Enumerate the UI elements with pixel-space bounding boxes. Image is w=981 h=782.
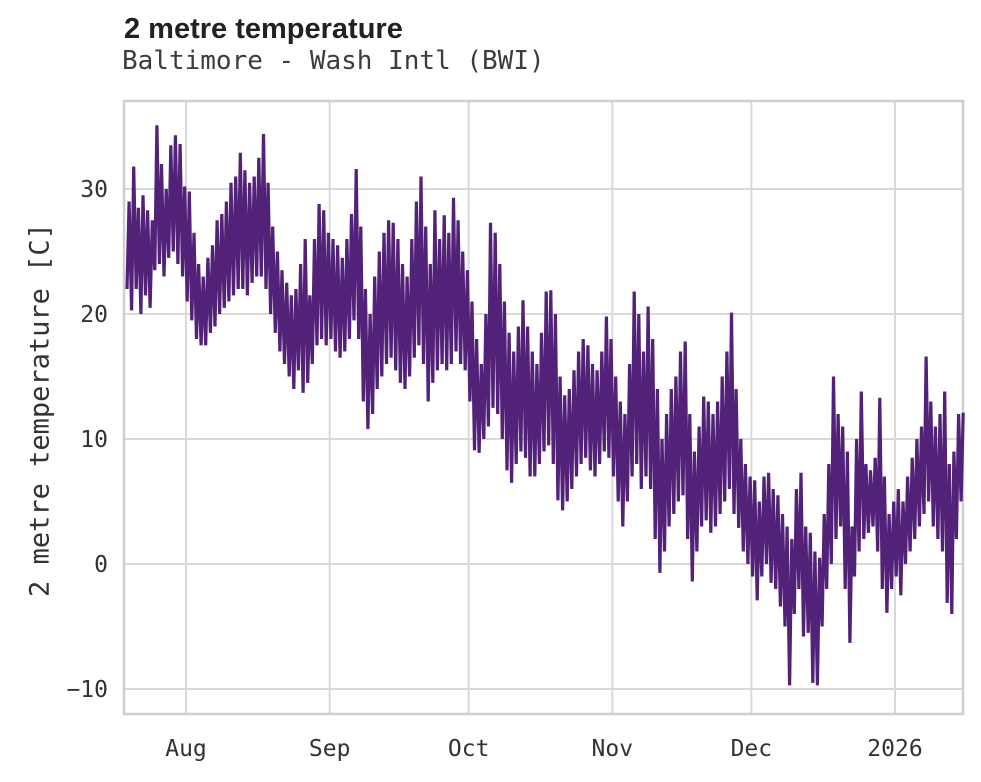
chart-title: 2 metre temperature (124, 13, 403, 45)
x-tick-label: Oct (448, 736, 490, 762)
temperature-line (125, 125, 965, 686)
chart-subtitle: Baltimore - Wash Intl (BWI) (122, 46, 545, 76)
y-tick-label: −10 (66, 677, 108, 703)
y-axis-label: 2 metre temperature [C] (24, 223, 56, 597)
x-tick-label: Nov (592, 736, 634, 762)
y-tick-label: 0 (94, 552, 108, 578)
x-tick-label: Dec (731, 736, 773, 762)
x-tick-label: Aug (165, 736, 207, 762)
x-tick-label: 2026 (867, 736, 922, 762)
y-tick-label: 20 (80, 302, 108, 328)
x-tick-label: Sep (309, 736, 351, 762)
plot-border (122, 99, 965, 716)
y-tick-label: 30 (80, 177, 108, 203)
y-tick-label: 10 (80, 427, 108, 453)
